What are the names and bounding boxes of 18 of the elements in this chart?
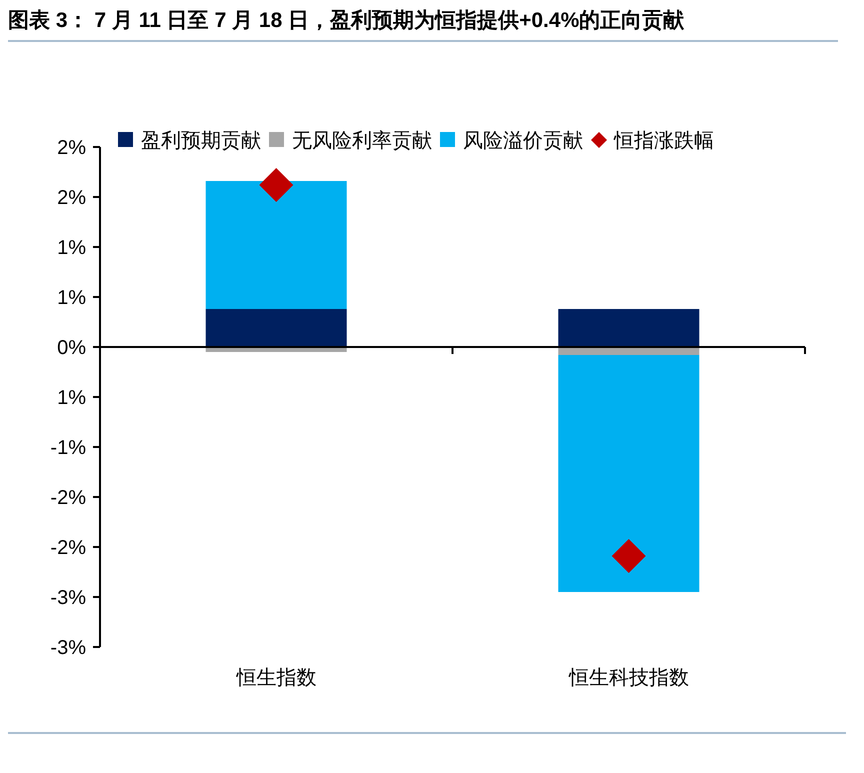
- x-tick-label: 恒生指数: [235, 667, 316, 689]
- x-tick-label: 恒生科技指数: [568, 667, 689, 689]
- chart-title: 图表 3： 7 月 11 日至 7 月 18 日，盈利预期为恒指提供+0.4%的正向贡献: [8, 4, 838, 42]
- y-tick-label: 1%: [57, 387, 86, 409]
- y-tick-label: 2%: [57, 137, 86, 159]
- y-tick-label: 0%: [57, 337, 86, 359]
- y-tick-label: 2%: [57, 187, 86, 209]
- y-tick-label: -3%: [50, 587, 86, 609]
- y-tick-label: 1%: [57, 237, 86, 259]
- y-tick-label: -3%: [50, 637, 86, 659]
- y-tick-label: -1%: [50, 437, 86, 459]
- legend-label: 恒指涨跌幅: [613, 130, 714, 152]
- legend-label: 风险溢价贡献: [463, 130, 583, 152]
- y-tick-label: -2%: [50, 487, 86, 509]
- y-tick-label: -2%: [50, 537, 86, 559]
- legend-label: 盈利预期贡献: [141, 130, 261, 152]
- legend-label: 无风险利率贡献: [292, 130, 432, 152]
- y-tick-label: 1%: [57, 287, 86, 309]
